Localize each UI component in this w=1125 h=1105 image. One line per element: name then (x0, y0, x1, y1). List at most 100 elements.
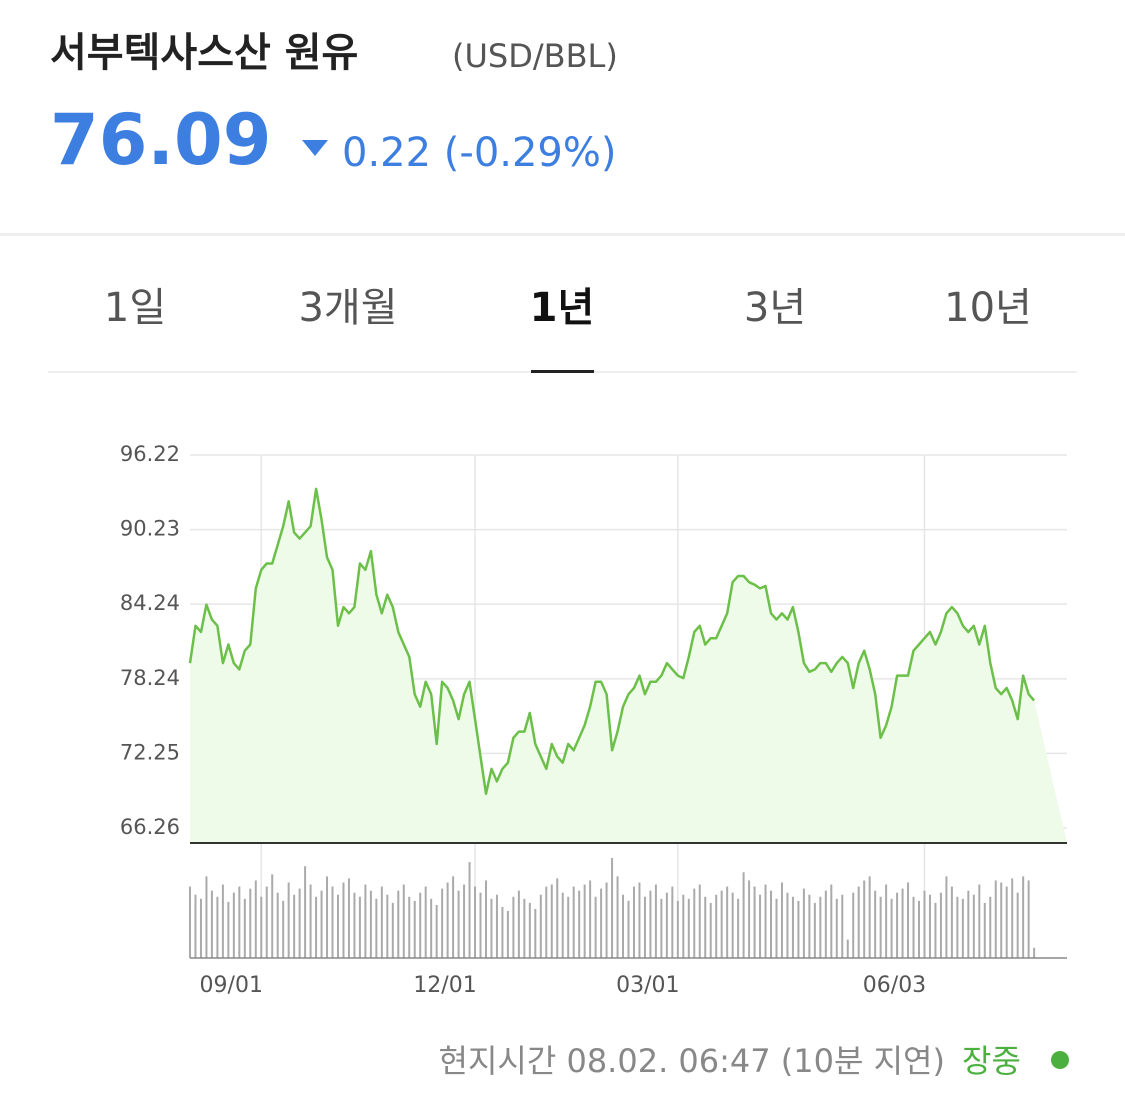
change: 0.22 (-0.29%) (342, 130, 617, 176)
volume-bar (676, 900, 679, 958)
volume-bar (709, 902, 712, 958)
volume-bar (430, 898, 433, 958)
volume-bar (578, 890, 581, 958)
volume-bar (627, 900, 630, 958)
volume-bar (649, 890, 652, 958)
volume-bar (331, 886, 334, 958)
volume-bar (616, 876, 619, 958)
volume-bar (1033, 947, 1036, 958)
volume-bar (194, 894, 197, 958)
volume-bar (216, 896, 219, 958)
chart: 66.26 72.25 78.24 84.24 90.23 96.22 09/01 12/01… (120, 442, 1067, 998)
volume-bar (742, 872, 745, 958)
volume-bar (353, 892, 356, 958)
tab[interactable]: 1일 (104, 285, 166, 331)
volume-bar (665, 892, 668, 958)
tab[interactable]: 1년 (530, 285, 595, 331)
volume-bar (660, 898, 663, 958)
volume-bar (572, 886, 575, 958)
tab[interactable]: 10년 (944, 285, 1032, 331)
volume-bar (912, 896, 915, 958)
volume-bar (249, 888, 252, 958)
volume-bar (446, 882, 449, 958)
volume-bar (397, 890, 400, 958)
volume-bar (561, 892, 564, 958)
volume-bar (824, 890, 827, 958)
volume-bar (441, 888, 444, 958)
volume-bar (435, 904, 438, 958)
volume-bar (199, 898, 202, 958)
volume-bar (726, 886, 729, 958)
volume-bar (852, 892, 855, 958)
volume-bar (594, 896, 597, 958)
tabs: 1일 3개월 1년 3년 10년 (104, 285, 1032, 331)
volume-bar (802, 888, 805, 958)
volume-bar (232, 892, 235, 958)
volume-bar (786, 892, 789, 958)
volume-bar (205, 876, 208, 958)
volume-bar (654, 884, 657, 958)
volume-bar (780, 882, 783, 958)
volume-bar (819, 896, 822, 958)
volume-bar (452, 876, 455, 958)
volume-bar (1000, 882, 1003, 958)
volume-bar (994, 880, 997, 958)
volume-bar (336, 894, 339, 958)
volume-bar (468, 862, 471, 958)
volume-bar (391, 902, 394, 958)
volume-bar (534, 909, 537, 958)
volume-bar (600, 888, 603, 958)
volume-bar (474, 886, 477, 958)
volume-bar (556, 878, 559, 958)
volume-bar (550, 884, 553, 958)
down-arrow (302, 140, 328, 156)
volume-bar (347, 878, 350, 958)
y-tick-label: 72.25 (120, 740, 180, 764)
volume-bar (901, 888, 904, 958)
volume-bar (583, 884, 586, 958)
volume-bar (638, 882, 641, 958)
volume-bar (704, 896, 707, 958)
volume-bar (863, 880, 866, 958)
volume-bar (759, 894, 762, 958)
volume-bar (506, 911, 509, 958)
volume-bar (989, 896, 992, 958)
volume-bar (671, 886, 674, 958)
volume-bar (512, 896, 515, 958)
volume-bar (479, 892, 482, 958)
volume-bar (517, 890, 520, 958)
volume-bar (945, 876, 948, 958)
tab[interactable]: 3개월 (298, 285, 397, 331)
volume-bar (282, 900, 285, 958)
y-tick-label: 66.26 (120, 815, 180, 839)
volume-bar (918, 900, 921, 958)
tab[interactable]: 3년 (744, 285, 806, 331)
divider (0, 233, 1125, 236)
volume-bar (682, 894, 685, 958)
unit: (USD/BBL) (452, 37, 618, 75)
volume-bar (315, 896, 318, 958)
volume-bar (715, 894, 718, 958)
volume-bar (797, 900, 800, 958)
volume-bar (770, 890, 773, 958)
volume-bar (753, 886, 756, 958)
volume-bar (495, 894, 498, 958)
status-dot (1051, 1051, 1069, 1069)
volume-bar (567, 896, 570, 958)
volume-bar (254, 880, 257, 958)
volume-bar (775, 898, 778, 958)
area (190, 488, 1067, 843)
volume-bar (238, 886, 241, 958)
volume-bar (490, 898, 493, 958)
volume-bar (764, 884, 767, 958)
volume-bar (298, 888, 301, 958)
volume-bar (896, 892, 899, 958)
volume-bar (731, 892, 734, 958)
volume-bar (879, 896, 882, 958)
volume-bar (748, 880, 751, 958)
volume-bar (523, 898, 526, 958)
footer-time: 현지시간 08.02. 06:47 (10분 지연) (439, 1042, 945, 1080)
volume-bar (463, 884, 466, 958)
volume-bar (835, 898, 838, 958)
